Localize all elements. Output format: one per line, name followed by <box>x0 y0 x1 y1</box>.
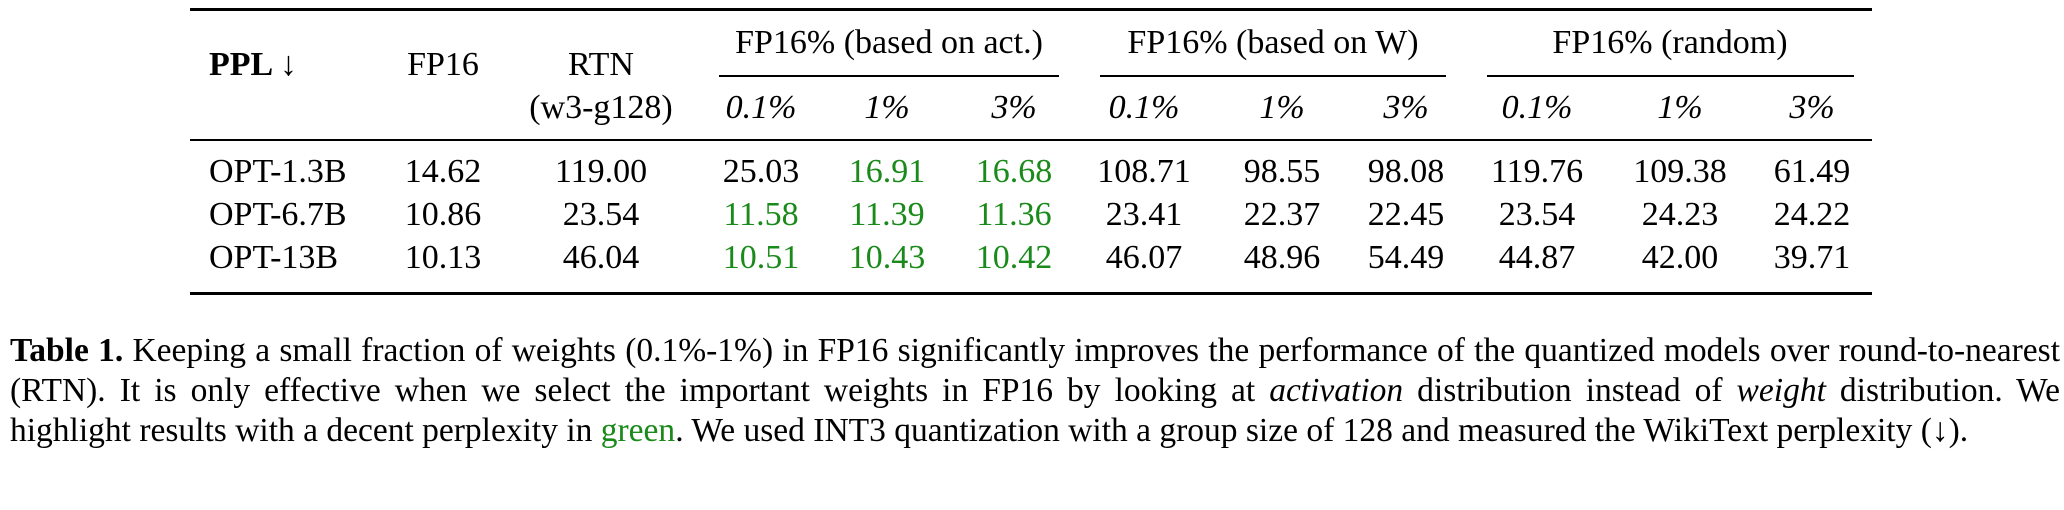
row-1-act-1: 11.39 <box>849 196 925 233</box>
table-bottom-rule <box>190 292 1872 295</box>
row-0-random-1: 109.38 <box>1633 153 1727 190</box>
sub-header-w-2: 3% <box>1383 89 1429 126</box>
row-1-model: OPT-6.7B <box>209 196 347 233</box>
row-2-w-0: 46.07 <box>1105 239 1183 276</box>
row-2-fp16: 10.13 <box>404 239 482 276</box>
row-2-act-1: 10.43 <box>848 239 926 276</box>
sub-header-act-2: 3% <box>991 89 1037 126</box>
row-1-w-1: 22.37 <box>1243 196 1321 233</box>
row-2-random-0: 44.87 <box>1498 239 1576 276</box>
row-2-w-1: 48.96 <box>1243 239 1321 276</box>
caption-emphasis-weight: weight <box>1736 372 1826 409</box>
sub-header-random-0: 0.1% <box>1501 89 1573 126</box>
group-header-w: FP16% (based on W) <box>1127 24 1419 61</box>
row-2-random-1: 42.00 <box>1641 239 1719 276</box>
row-0-random-0: 119.76 <box>1490 153 1584 190</box>
sub-header-w-1: 1% <box>1259 89 1305 126</box>
row-0-w-2: 98.08 <box>1367 153 1445 190</box>
fp16-header: FP16 <box>407 46 479 83</box>
group-rule-act <box>719 75 1059 77</box>
row-1-random-0: 23.54 <box>1498 196 1576 233</box>
table-top-rule <box>190 8 1872 11</box>
row-1-fp16: 10.86 <box>404 196 482 233</box>
row-0-fp16: 14.62 <box>404 153 482 190</box>
row-0-act-0: 25.03 <box>722 153 800 190</box>
group-rule-random <box>1487 75 1854 77</box>
row-0-model: OPT-1.3B <box>209 153 347 190</box>
row-2-act-2: 10.42 <box>975 239 1053 276</box>
rtn-header: RTN <box>568 46 634 83</box>
row-2-act-0: 10.51 <box>722 239 800 276</box>
row-2-random-2: 39.71 <box>1773 239 1851 276</box>
table-header-rule <box>190 139 1872 141</box>
sub-header-w-0: 0.1% <box>1108 89 1180 126</box>
ppl-header: PPL ↓ <box>209 46 297 83</box>
caption-emphasis-activation: activation <box>1269 372 1404 409</box>
sub-header-random-2: 3% <box>1789 89 1835 126</box>
row-0-w-1: 98.55 <box>1243 153 1321 190</box>
row-2-w-2: 54.49 <box>1367 239 1445 276</box>
row-1-act-2: 11.36 <box>976 196 1052 233</box>
row-1-act-0: 11.58 <box>723 196 799 233</box>
sub-header-act-1: 1% <box>864 89 910 126</box>
caption-text-3: distribution. We highlight results with … <box>10 372 2060 449</box>
row-0-act-1: 16.91 <box>848 153 926 190</box>
row-2-rtn: 46.04 <box>562 239 640 276</box>
row-1-w-0: 23.41 <box>1105 196 1183 233</box>
caption-label: Table 1. <box>10 332 124 369</box>
row-0-random-2: 61.49 <box>1773 153 1851 190</box>
caption-text-2: distribution instead of <box>1403 372 1737 409</box>
caption-text-1: Keeping a small fraction of weights (0.1… <box>10 332 2061 409</box>
group-rule-w <box>1100 75 1446 77</box>
caption-green-word: green <box>600 412 676 449</box>
row-1-random-1: 24.23 <box>1641 196 1719 233</box>
sub-header-act-0: 0.1% <box>725 89 797 126</box>
group-header-act: FP16% (based on act.) <box>735 24 1043 61</box>
rtn-header-sub: (w3-g128) <box>529 89 673 126</box>
row-0-act-2: 16.68 <box>975 153 1053 190</box>
row-1-rtn: 23.54 <box>562 196 640 233</box>
group-header-random: FP16% (random) <box>1552 24 1788 61</box>
row-1-w-2: 22.45 <box>1367 196 1445 233</box>
caption-text-4: . We used INT3 quantization with a group… <box>675 412 1969 449</box>
table-caption: Table 1. Keeping a small fraction of wei… <box>10 331 2060 451</box>
row-2-model: OPT-13B <box>209 239 339 276</box>
row-0-rtn: 119.00 <box>554 153 648 190</box>
sub-header-random-1: 1% <box>1657 89 1703 126</box>
row-1-random-2: 24.22 <box>1773 196 1851 233</box>
row-0-w-0: 108.71 <box>1097 153 1191 190</box>
